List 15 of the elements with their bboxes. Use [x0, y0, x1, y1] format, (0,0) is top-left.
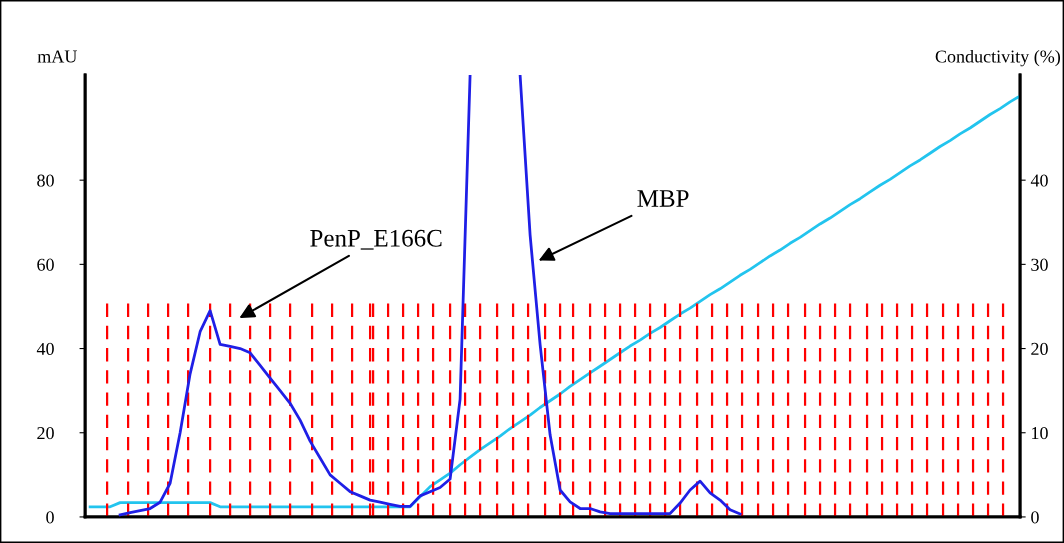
- y-tick-label: 40: [36, 342, 54, 355]
- y-tick-label: 60: [37, 258, 54, 271]
- y-tick-label: 0: [46, 511, 54, 524]
- annotation: MBP: [637, 190, 689, 207]
- y2-tick-label: 30: [1031, 258, 1048, 271]
- annotation: PenP_E166C: [310, 229, 442, 250]
- y2-tick-label: 40: [1030, 174, 1048, 187]
- y2-tick-label: 0: [1031, 511, 1039, 524]
- y2-tick-label: 10: [1032, 427, 1048, 440]
- y2-axis-title: Conductivity (%): [935, 49, 1061, 67]
- y-tick-label: 20: [37, 427, 54, 440]
- line-series: [88, 94, 1021, 509]
- y-tick-label: 80: [37, 174, 54, 187]
- y2-tick-label: 20: [1031, 342, 1048, 355]
- y-axis-title: mAU: [37, 50, 77, 63]
